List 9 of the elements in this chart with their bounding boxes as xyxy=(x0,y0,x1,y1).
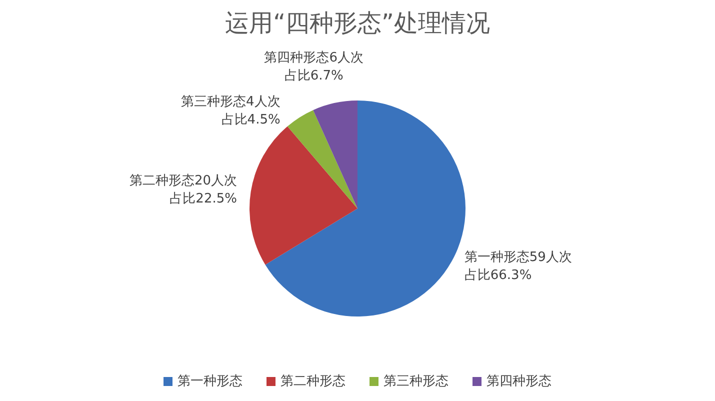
legend-label: 第二种形态 xyxy=(280,374,346,389)
legend-label: 第一种形态 xyxy=(178,374,242,389)
data-label: 第二种形态20人次占比22.5% xyxy=(129,173,237,206)
data-label: 第一种形态59人次占比66.3% xyxy=(464,250,572,283)
legend-label: 第三种形态 xyxy=(384,374,448,389)
chart-title: 运用“四种形态”处理情况 xyxy=(225,9,490,37)
legend-label: 第四种形态 xyxy=(486,374,552,389)
data-label: 第四种形态6人次占比6.7% xyxy=(264,50,364,84)
data-label: 第三种形态4人次占比4.5% xyxy=(181,94,280,128)
